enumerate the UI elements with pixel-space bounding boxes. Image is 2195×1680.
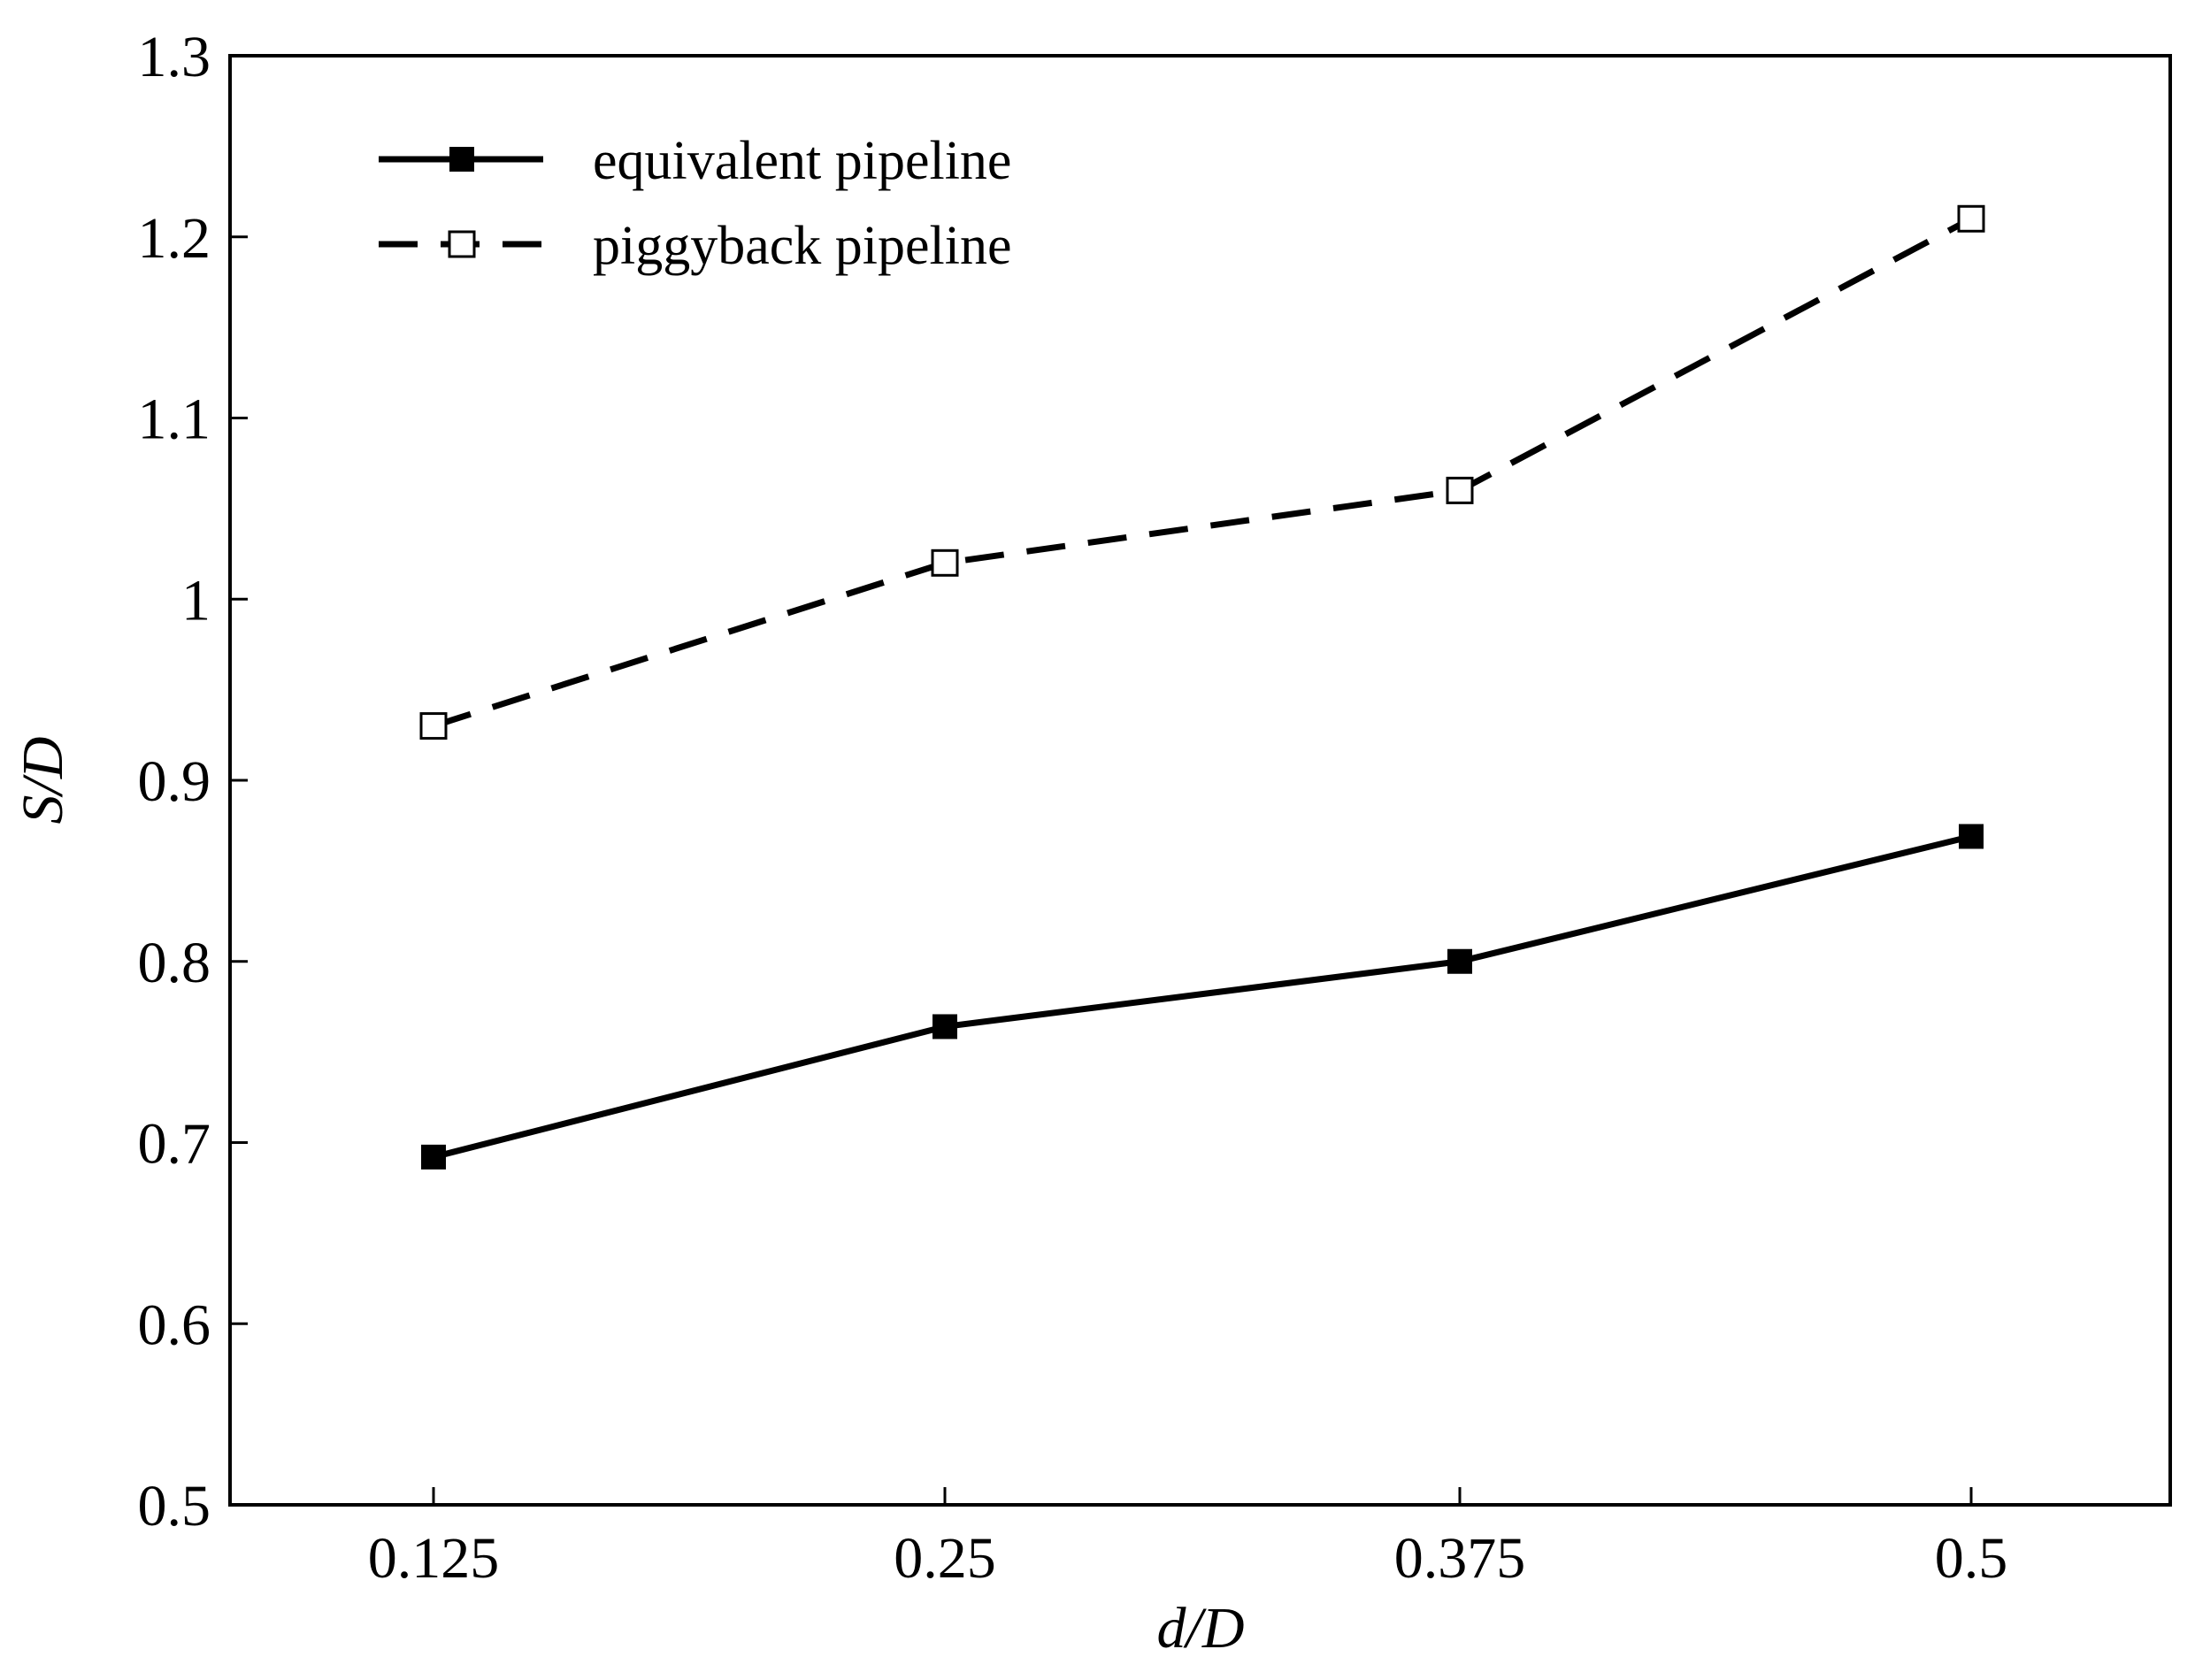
y-axis-title: S/D xyxy=(11,737,75,825)
legend-label-equivalent-pipeline: equivalent pipeline xyxy=(593,131,1011,191)
series-lines xyxy=(432,216,1973,1161)
legend-marker-filled-square xyxy=(449,147,474,172)
y-tick-label: 0.6 xyxy=(138,1293,211,1357)
data-point-piggyback-pipeline xyxy=(931,548,959,577)
y-tick-label: 0.9 xyxy=(138,749,211,814)
data-point-piggyback-pipeline xyxy=(1446,476,1474,504)
legend: equivalent pipeline piggyback pipeline xyxy=(379,131,1011,276)
data-point-equivalent-pipeline xyxy=(421,1144,446,1170)
data-point-equivalent-pipeline xyxy=(1447,948,1472,974)
x-tick-label: 0.5 xyxy=(1935,1526,2008,1591)
data-point-piggyback-pipeline xyxy=(1957,204,1985,233)
legend-item-piggyback-pipeline: piggyback pipeline xyxy=(379,216,1011,276)
series-line-equivalent-pipeline xyxy=(433,833,1972,1161)
legend-label-piggyback-pipeline: piggyback pipeline xyxy=(593,216,1011,276)
data-point-piggyback-pipeline xyxy=(419,712,448,740)
x-axis-title: d/D xyxy=(1157,1596,1245,1661)
series-line-piggyback-pipeline xyxy=(432,216,1973,729)
x-tick-label: 0.25 xyxy=(894,1526,996,1591)
data-point-equivalent-pipeline xyxy=(1959,824,1984,849)
legend-marker-open-square xyxy=(448,230,476,258)
y-tick-label: 0.5 xyxy=(138,1474,211,1538)
y-tick-label: 1.1 xyxy=(138,387,211,452)
x-tick-label: 0.125 xyxy=(368,1526,500,1591)
y-axis-ticks: 0.5 0.6 0.7 0.8 0.9 1 1.1 1.2 1.3 xyxy=(138,25,248,1538)
plot-frame xyxy=(228,54,2172,1507)
y-tick-label: 1 xyxy=(181,568,211,633)
data-point-equivalent-pipeline xyxy=(932,1014,957,1039)
y-tick-label: 1.2 xyxy=(138,206,211,271)
x-axis-ticks: 0.125 0.25 0.375 0.5 xyxy=(368,1487,2008,1591)
y-tick-label: 0.8 xyxy=(138,931,211,995)
y-tick-label: 1.3 xyxy=(138,25,211,89)
y-tick-label: 0.7 xyxy=(138,1112,211,1177)
legend-item-equivalent-pipeline: equivalent pipeline xyxy=(379,131,1011,191)
series-markers xyxy=(419,204,1985,1170)
x-tick-label: 0.375 xyxy=(1394,1526,1526,1591)
